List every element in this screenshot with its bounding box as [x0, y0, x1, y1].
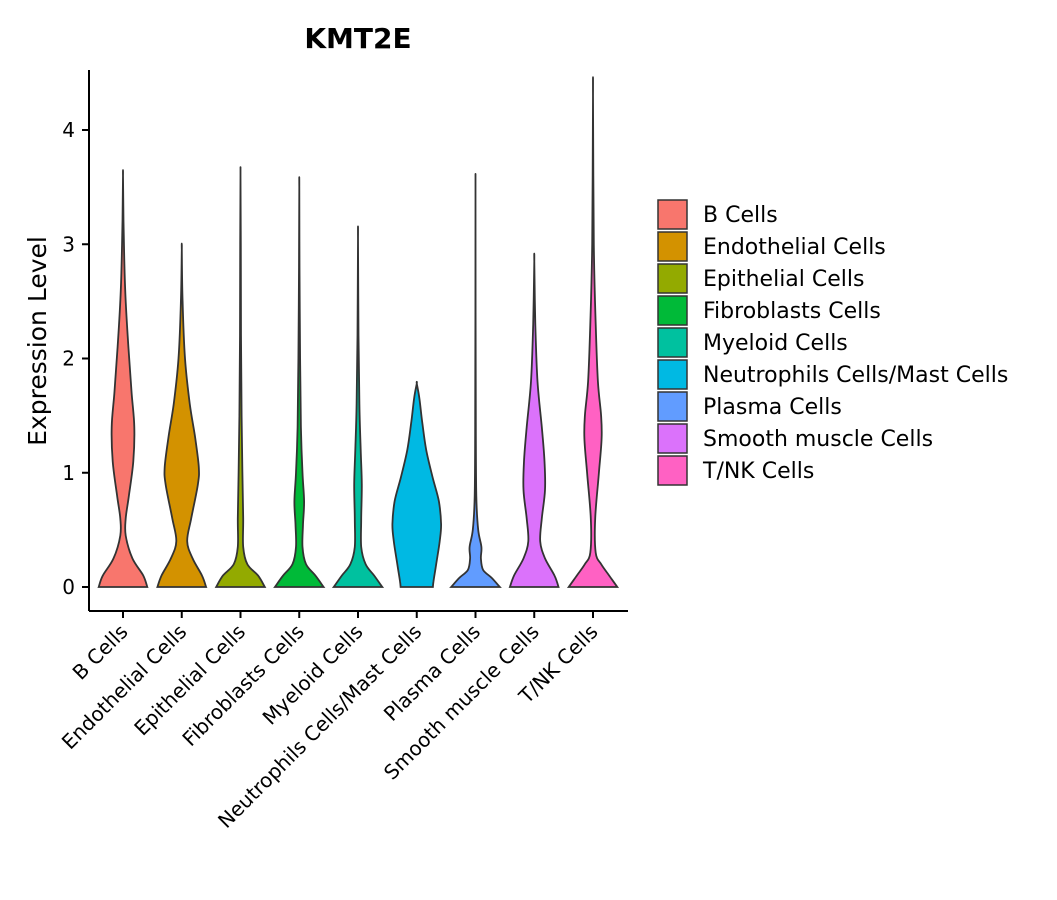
legend-key: [657, 327, 688, 358]
legend-label: Epithelial Cells: [703, 267, 864, 292]
legend-key: [657, 263, 688, 294]
legend-label: T/NK Cells: [702, 459, 814, 484]
y-axis-title: Expression Level: [23, 236, 52, 446]
violin-plasma-cells: [449, 173, 502, 588]
legend: B Cells Endothelial Cells Epithelial Cells…: [657, 199, 1008, 486]
y-tick-label: 1: [62, 461, 75, 485]
legend-label: Myeloid Cells: [703, 331, 848, 356]
violin-smooth-muscle-cells: [508, 252, 560, 588]
violin-neutrophils-cells-mast-cells: [391, 380, 443, 588]
legend-key: [657, 199, 688, 230]
legend-key: [657, 455, 688, 486]
legend-key: [657, 359, 688, 390]
violin-b-cells: [97, 169, 149, 588]
violin-endothelial-cells: [156, 242, 208, 588]
legend-label: Fibroblasts Cells: [703, 299, 881, 324]
violin-t-nk-cells: [566, 76, 620, 588]
y-tick-label: 2: [62, 347, 75, 371]
y-tick-label: 3: [62, 232, 75, 256]
chart-title: KMT2E: [304, 22, 411, 55]
y-tick-label: 4: [62, 118, 75, 142]
legend-label: B Cells: [703, 203, 778, 228]
violin-epithelial-cells: [214, 166, 267, 588]
legend-label: Neutrophils Cells/Mast Cells: [703, 363, 1008, 388]
y-axis: 0 1 2 3 4: [62, 70, 90, 611]
violin-myeloid-cells: [331, 225, 385, 588]
legend-label: Endothelial Cells: [703, 235, 886, 260]
violin-group: [97, 76, 620, 588]
y-tick-label: 0: [62, 575, 75, 599]
legend-key: [657, 231, 688, 262]
legend-label: Smooth muscle Cells: [703, 427, 933, 452]
violin-fibroblasts-cells: [273, 176, 326, 588]
legend-key: [657, 295, 688, 326]
legend-label: Plasma Cells: [703, 395, 842, 420]
legend-key: [657, 391, 688, 422]
legend-key: [657, 423, 688, 454]
